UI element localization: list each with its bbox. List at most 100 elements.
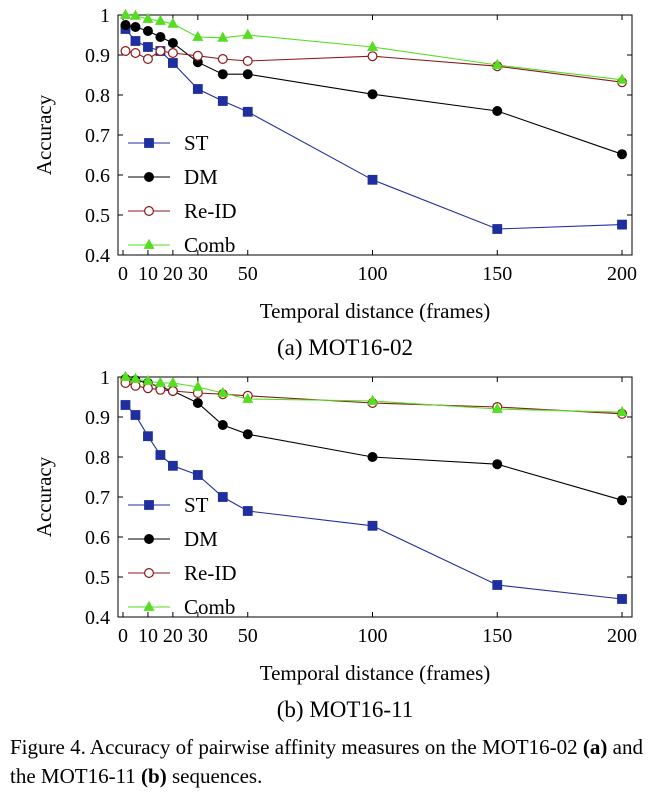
x-tick-label: 30 [188, 625, 208, 647]
legend-marker [144, 567, 155, 578]
data-point [142, 25, 153, 36]
y-tick-label: 0.6 [85, 165, 110, 187]
caption-text-1: Accuracy of pairwise affinity measures o… [85, 735, 583, 759]
subfigure-caption: (a) MOT16-02 [277, 335, 413, 360]
data-point [242, 429, 253, 440]
x-tick-label: 10 [138, 263, 158, 285]
data-point [192, 470, 203, 480]
data-point [217, 419, 228, 430]
data-point [130, 36, 141, 46]
data-point [617, 495, 628, 506]
data-point [192, 30, 204, 41]
data-point [491, 58, 503, 69]
data-point [167, 386, 178, 397]
series-dm [120, 19, 628, 160]
data-point [167, 17, 179, 28]
data-point [167, 376, 179, 387]
y-tick-label: 1 [100, 367, 110, 389]
series-re-id [120, 45, 628, 88]
legend-marker [144, 138, 154, 148]
legend: ST DM Re-ID Comb [128, 493, 236, 619]
x-tick-label: 50 [238, 263, 258, 285]
data-point [192, 380, 204, 391]
data-point [242, 506, 253, 516]
x-tick-label: 20 [163, 263, 183, 285]
data-point [142, 12, 154, 23]
data-point [155, 450, 166, 460]
data-point [154, 14, 166, 25]
y-tick-label: 0.5 [85, 205, 110, 227]
data-point [617, 149, 628, 160]
data-point [167, 47, 178, 58]
data-point [617, 594, 627, 604]
x-tick-label: 100 [358, 625, 388, 647]
x-axis-label: Temporal distance (frames) [260, 299, 491, 323]
data-point [192, 50, 203, 61]
caption-ref-a: (a) [582, 735, 608, 759]
data-point [242, 28, 254, 39]
data-point [217, 53, 228, 64]
y-tick-label: 0.4 [85, 245, 110, 267]
data-point [367, 89, 378, 100]
data-point [242, 106, 253, 117]
data-point [167, 460, 178, 471]
y-tick-label: 0.7 [85, 125, 110, 147]
y-tick-label: 0.8 [85, 447, 110, 469]
data-point [192, 84, 203, 94]
x-axis-label: Temporal distance (frames) [260, 661, 491, 685]
data-point [142, 53, 153, 64]
x-tick-label: 50 [238, 625, 258, 647]
data-point [217, 386, 229, 397]
data-point [119, 370, 131, 381]
y-axis-label: Accuracy [32, 456, 56, 537]
legend-marker [143, 238, 155, 249]
legend-marker [143, 534, 154, 545]
figure-caption: Figure 4. Accuracy of pairwise affinity … [10, 733, 645, 791]
x-tick-label: 150 [482, 625, 512, 647]
data-point [130, 47, 141, 58]
y-tick-label: 0.7 [85, 487, 110, 509]
x-tick-label: 0 [118, 625, 128, 647]
caption-label: Figure 4. [10, 735, 86, 759]
data-point [217, 31, 229, 42]
subfigure-caption: (b) MOT16-11 [277, 697, 413, 722]
data-point [492, 580, 503, 590]
data-point [130, 21, 141, 32]
data-point [492, 459, 503, 470]
legend-label: DM [184, 527, 218, 551]
x-tick-label: 0 [118, 263, 128, 285]
x-tick-label: 200 [607, 263, 637, 285]
y-tick-label: 0.6 [85, 527, 110, 549]
y-tick-label: 0.9 [85, 45, 110, 67]
figure-charts: 0.40.50.60.70.80.910 10 20 30 50 100 150 200Tem… [32, 5, 637, 722]
data-point [120, 400, 131, 410]
y-tick-label: 1 [100, 5, 110, 27]
legend-label: Comb [184, 595, 235, 619]
legend-label: Re-ID [184, 199, 236, 223]
data-point [367, 451, 378, 462]
data-point [616, 405, 628, 417]
data-point [119, 8, 131, 19]
data-point [129, 372, 141, 383]
y-tick-label: 0.8 [85, 85, 110, 107]
data-point [130, 410, 141, 420]
data-point [217, 492, 228, 502]
data-point [617, 219, 627, 230]
caption-text-3: sequences. [166, 764, 263, 788]
data-point [143, 42, 153, 52]
legend-marker [144, 500, 154, 510]
data-point [142, 374, 154, 385]
legend-marker [144, 206, 155, 217]
series-comb [119, 370, 628, 417]
x-tick-label: 10 [138, 625, 158, 647]
y-axis-label: Accuracy [32, 94, 56, 175]
caption-ref-b: (b) [141, 764, 167, 788]
series-st [120, 400, 627, 604]
data-point [120, 45, 131, 56]
data-point [491, 402, 503, 413]
data-point [120, 19, 131, 30]
legend-label: ST [184, 131, 209, 155]
x-tick-label: 20 [163, 625, 183, 647]
legend-marker [143, 171, 154, 182]
y-tick-label: 0.9 [85, 407, 110, 429]
